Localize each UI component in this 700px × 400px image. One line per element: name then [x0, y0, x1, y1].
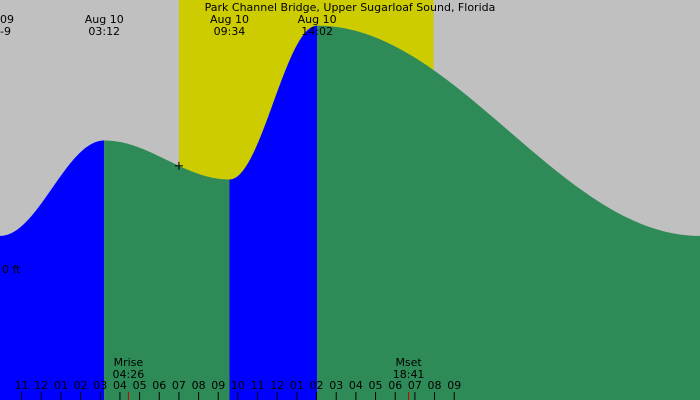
hour-tick-label: 05: [369, 379, 383, 392]
hour-tick-label: 10: [231, 379, 245, 392]
falling-tide-area: [104, 140, 230, 400]
hour-tick-label: 02: [74, 379, 88, 392]
hour-tick-label: 02: [310, 379, 324, 392]
hour-tick-label: 06: [152, 379, 166, 392]
extreme-date-label: Aug 10: [298, 13, 337, 26]
hour-tick-label: 01: [54, 379, 68, 392]
extreme-date-label: Aug 10: [210, 13, 249, 26]
hour-tick-label: 04: [113, 379, 127, 392]
extreme-time-label: 14:02: [301, 25, 333, 38]
hour-tick-label: 11: [15, 379, 29, 392]
moon-event-time: 18:41: [393, 368, 425, 381]
tide-areas: [0, 25, 700, 400]
hour-tick-label: 09: [447, 379, 461, 392]
zero-ft-label: 0 ft: [2, 263, 21, 276]
hour-tick-label: 06: [388, 379, 402, 392]
chart-title: Park Channel Bridge, Upper Sugarloaf Sou…: [205, 1, 496, 14]
extreme-date-label: 09: [0, 13, 14, 26]
moon-event-label: Mrise: [114, 356, 144, 369]
hour-tick-label: 01: [290, 379, 304, 392]
extreme-time-label: -9: [0, 25, 11, 38]
hour-tick-label: 03: [93, 379, 107, 392]
falling-tide-area: [317, 25, 700, 400]
time-ticks: 11 12 01 02 03 04 05 06 07 08 09 10 11 12 01 02 03 04 05 06…: [15, 379, 461, 400]
hour-tick-label: 11: [251, 379, 265, 392]
hour-tick-label: 07: [408, 379, 422, 392]
hour-tick-label: 05: [133, 379, 147, 392]
rising-tide-area: [0, 140, 105, 400]
moon-event-time: 04:26: [113, 368, 145, 381]
moon-event-label: Mset: [395, 356, 422, 369]
hour-tick-label: 08: [428, 379, 442, 392]
hour-tick-label: 07: [172, 379, 186, 392]
hour-tick-label: 12: [270, 379, 284, 392]
extreme-time-label: 09:34: [214, 25, 246, 38]
extreme-time-label: 03:12: [88, 25, 120, 38]
hour-tick-label: 09: [211, 379, 225, 392]
hour-tick-label: 04: [349, 379, 363, 392]
hour-tick-label: 03: [329, 379, 343, 392]
extreme-date-label: Aug 10: [85, 13, 124, 26]
rising-tide-area: [229, 25, 318, 400]
hour-tick-label: 08: [192, 379, 206, 392]
hour-tick-label: 12: [34, 379, 48, 392]
now-marker: [174, 161, 183, 170]
